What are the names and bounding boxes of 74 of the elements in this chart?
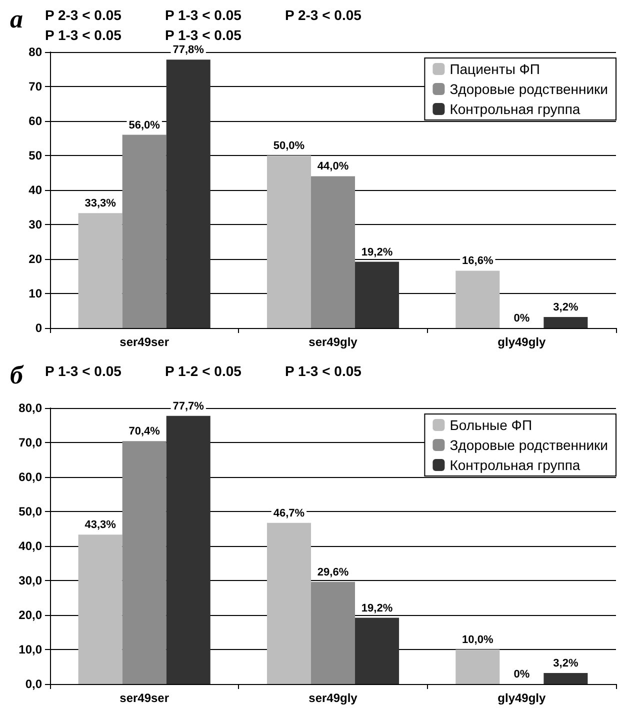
y-tick-label: 40	[28, 183, 42, 197]
y-tick-label: 80	[28, 45, 42, 59]
bar	[310, 176, 356, 328]
bar	[456, 650, 500, 684]
y-tick-label: 10	[28, 286, 42, 300]
bar	[122, 441, 166, 684]
bar	[266, 522, 311, 684]
bar	[122, 134, 166, 328]
bar	[78, 213, 122, 328]
bar	[544, 672, 588, 684]
text: P 2-3 < 0.05	[45, 7, 122, 23]
chart-title: а	[10, 4, 23, 34]
x-tick-label: gly49gly	[498, 691, 546, 705]
data-label: 29,6%	[317, 566, 349, 578]
x-tick-label: ser49gly	[308, 335, 358, 349]
y-tick-label: 70	[28, 80, 42, 94]
bar	[544, 316, 588, 328]
y-tick-label: 50,0	[18, 504, 42, 518]
data-label: 70,4%	[128, 426, 160, 438]
y-tick-label: 50	[28, 148, 42, 162]
text: P 2-3 < 0.05	[285, 7, 362, 23]
data-label: 19,2%	[361, 246, 393, 258]
y-tick-label: 0,0	[25, 677, 42, 691]
y-tick-label: 30,0	[18, 574, 42, 588]
bar	[355, 618, 400, 684]
data-label: 3,2%	[553, 657, 578, 670]
bar	[456, 270, 500, 328]
x-tick-label: ser49ser	[120, 691, 170, 705]
data-label: 77,8%	[172, 44, 204, 56]
legend-label: Здоровые родственники	[450, 437, 608, 453]
bar	[166, 60, 210, 328]
bar	[78, 534, 122, 684]
data-label: 46,7%	[273, 507, 305, 520]
bar	[310, 582, 356, 684]
y-tick-label: 60	[28, 114, 42, 128]
text: P 1-3 < 0.05	[165, 27, 242, 43]
chart-title: б	[10, 360, 24, 390]
legend-label: Контрольная группа	[450, 457, 580, 473]
data-label: 44,0%	[317, 160, 349, 173]
bar	[355, 262, 400, 328]
legend-label: Больные ФП	[450, 417, 532, 433]
data-label: 10,0%	[462, 634, 494, 646]
y-tick-label: 80,0	[18, 401, 42, 415]
x-tick-label: ser49ser	[120, 335, 170, 349]
data-label: 19,2%	[361, 602, 393, 614]
data-label: 43,3%	[84, 519, 116, 532]
y-tick-label: 20	[28, 252, 42, 266]
x-tick-label: ser49gly	[308, 691, 358, 705]
text: P 1-3 < 0.05	[285, 363, 362, 379]
y-tick-label: 70,0	[18, 436, 42, 450]
text: P 1-3 < 0.05	[165, 7, 242, 23]
y-tick-label: 30	[28, 218, 42, 232]
bar	[166, 416, 210, 684]
data-label: 16,6%	[462, 255, 494, 268]
data-label: 50,0%	[273, 140, 305, 152]
data-label: 56,0%	[128, 119, 160, 132]
y-tick-label: 10,0	[18, 642, 42, 656]
text: P 1-3 < 0.05	[45, 363, 122, 379]
data-label: 3,2%	[553, 301, 578, 314]
data-label: 0%	[514, 312, 530, 324]
legend-label: Пациенты ФП	[450, 61, 540, 77]
x-tick-label: gly49gly	[498, 335, 546, 349]
y-tick-label: 60,0	[18, 470, 42, 484]
data-label: 77,7%	[172, 400, 204, 412]
data-label: 33,3%	[84, 198, 116, 210]
y-tick-label: 40,0	[18, 539, 42, 553]
y-tick-label: 0	[35, 321, 42, 335]
legend-label: Здоровые родственники	[450, 81, 608, 97]
y-tick-label: 20,0	[18, 608, 42, 622]
text: P 1-2 < 0.05	[165, 363, 242, 379]
bar	[266, 156, 311, 328]
data-label: 0%	[514, 668, 530, 680]
legend-label: Контрольная группа	[450, 101, 580, 117]
text: P 1-3 < 0.05	[45, 27, 122, 43]
